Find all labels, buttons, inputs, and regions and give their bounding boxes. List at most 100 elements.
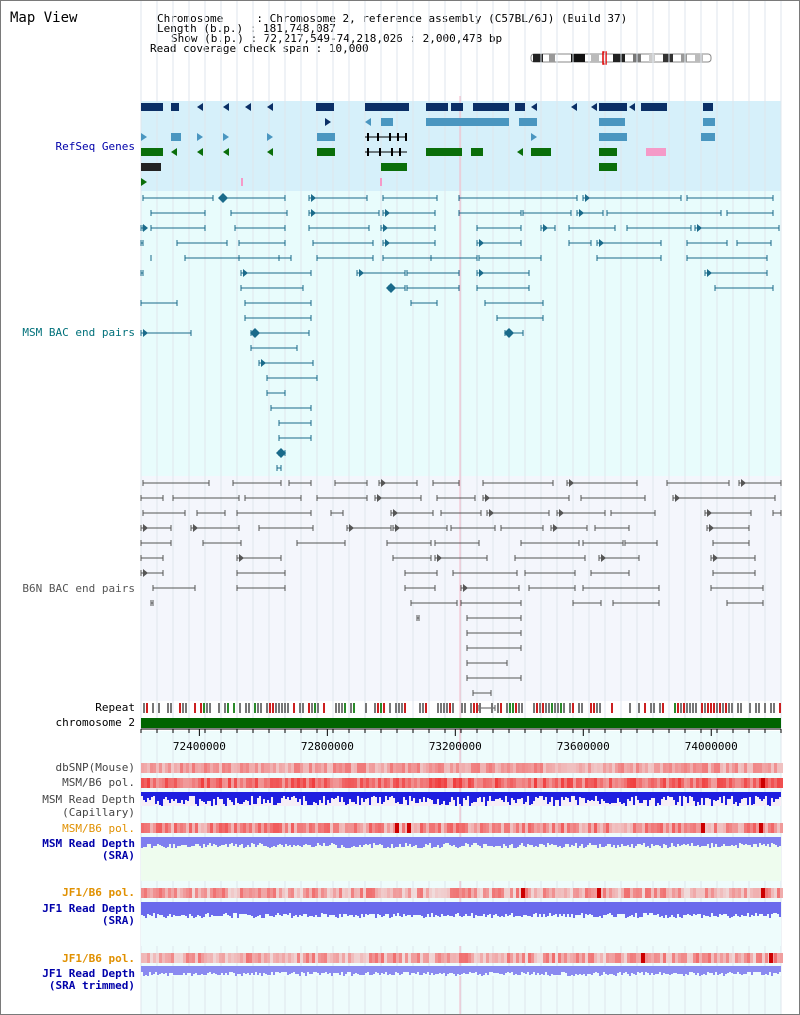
- heat-cell: [423, 953, 426, 963]
- depth-bar: [209, 792, 211, 801]
- heat-cell: [480, 888, 483, 898]
- depth-bar: [449, 792, 451, 802]
- heat-cell: [453, 823, 456, 833]
- heat-cell: [543, 888, 546, 898]
- heat-cell: [702, 778, 705, 788]
- msm-bac-end-pairs-track[interactable]: [140, 193, 780, 471]
- heat-cell: [606, 953, 609, 963]
- heat-cell: [291, 888, 294, 898]
- depth-bar: [349, 902, 351, 915]
- heat-cell: [624, 953, 627, 963]
- heat-cell: [654, 763, 657, 773]
- depth-bar: [437, 837, 439, 845]
- repeat-mark: [506, 703, 508, 713]
- heat-cell: [660, 888, 663, 898]
- heat-cell: [561, 823, 564, 833]
- depth-bar: [675, 902, 677, 918]
- depth-bar: [217, 902, 219, 916]
- depth-bar: [399, 966, 401, 975]
- b6n-bac-end-pairs-track[interactable]: [140, 479, 782, 711]
- depth-bar: [269, 837, 271, 848]
- repeat-mark: [266, 703, 268, 713]
- heat-hotspot: [407, 823, 411, 833]
- heat-cell: [243, 953, 246, 963]
- depth-bar: [221, 902, 223, 916]
- depth-bar: [183, 902, 185, 915]
- depth-bar: [647, 966, 649, 973]
- refseq-genes-track[interactable]: [141, 103, 715, 186]
- depth-bar: [375, 902, 377, 918]
- heat-cell: [147, 778, 150, 788]
- depth-bar: [679, 837, 681, 846]
- depth-bar: [661, 792, 663, 799]
- depth-bar: [693, 792, 695, 801]
- heat-cell: [630, 763, 633, 773]
- depth-bar: [721, 792, 723, 803]
- heat-cell: [201, 888, 204, 898]
- depth-bar: [719, 837, 721, 847]
- heat-cell: [309, 888, 312, 898]
- depth-bar: [591, 792, 593, 800]
- heat-cell: [258, 763, 261, 773]
- depth-bar: [173, 792, 175, 801]
- heat-hotspot: [701, 823, 705, 833]
- heat-cell: [618, 778, 621, 788]
- repeat-mark: [596, 703, 598, 713]
- heat-cell: [468, 763, 471, 773]
- heat-cell: [264, 763, 267, 773]
- heat-hotspot: [769, 953, 773, 963]
- heat-cell: [723, 763, 726, 773]
- depth-bar: [687, 902, 689, 914]
- depth-bar: [753, 837, 755, 844]
- depth-bar: [501, 902, 503, 916]
- depth-bar: [399, 902, 401, 916]
- depth-bar: [141, 837, 143, 848]
- gene-feature: [703, 103, 713, 111]
- depth-bar: [333, 837, 335, 844]
- heat-cell: [756, 888, 759, 898]
- heat-hotspot: [759, 823, 763, 833]
- heat-cell: [237, 763, 240, 773]
- depth-bar: [483, 966, 485, 975]
- depth-bar: [453, 966, 455, 974]
- depth-bar: [433, 837, 435, 847]
- depth-bar: [169, 792, 171, 803]
- depth-bar: [173, 902, 175, 915]
- heat-cell: [480, 778, 483, 788]
- heat-cell: [207, 953, 210, 963]
- depth-bar: [281, 902, 283, 916]
- heat-cell: [696, 953, 699, 963]
- heat-cell: [345, 823, 348, 833]
- heat-cell: [177, 823, 180, 833]
- depth-bar: [671, 966, 673, 974]
- depth-bar: [729, 792, 731, 799]
- heat-cell: [408, 778, 411, 788]
- gene-arrow: [531, 133, 537, 141]
- depth-bar: [301, 966, 303, 972]
- depth-bar: [307, 792, 309, 805]
- depth-bar: [177, 792, 179, 803]
- heat-cell: [714, 888, 717, 898]
- heat-cell: [366, 778, 369, 788]
- heat-cell: [174, 888, 177, 898]
- heat-cell: [777, 778, 780, 788]
- heat-cell: [633, 953, 636, 963]
- heat-cell: [411, 778, 414, 788]
- depth-bar: [657, 966, 659, 974]
- depth-bar: [395, 792, 397, 803]
- depth-bar: [739, 792, 741, 803]
- heat-cell: [684, 823, 687, 833]
- heat-cell: [690, 953, 693, 963]
- depth-bar: [707, 792, 709, 798]
- repeat-mark: [539, 703, 541, 713]
- heat-cell: [402, 778, 405, 788]
- heat-cell: [711, 778, 714, 788]
- heat-cell: [186, 763, 189, 773]
- depth-bar: [503, 792, 505, 802]
- heat-cell: [507, 778, 510, 788]
- heat-cell: [285, 888, 288, 898]
- depth-bar: [557, 837, 559, 847]
- label-repeat: Repeat: [95, 701, 135, 714]
- depth-bar: [421, 792, 423, 802]
- heat-cell: [549, 953, 552, 963]
